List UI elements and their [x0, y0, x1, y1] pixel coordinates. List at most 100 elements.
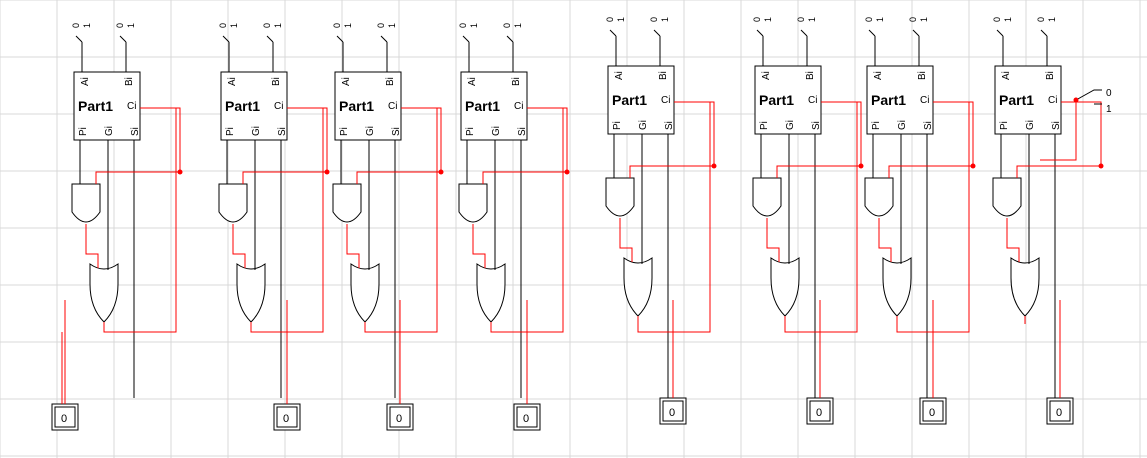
stage-3-pin-gi: Gi: [365, 126, 376, 136]
carry-chain-6: [784, 102, 858, 333]
stage-1-output-box-inner: [54, 406, 76, 428]
stage-2-and-gate: [218, 183, 248, 223]
stage-8-pin-ci: Ci: [1048, 95, 1057, 106]
stage-1-carry-bus: [95, 171, 180, 184]
stage-6-pin-pi: Pi: [759, 121, 770, 130]
carry-in-wire: [1040, 100, 1077, 161]
switch-lever: [756, 29, 764, 37]
switch-lever: [380, 35, 388, 43]
stage-4-and-gate: [458, 183, 488, 223]
stage-3-ci-wire: [401, 107, 442, 172]
stage-4-pin-pi: Pi: [465, 127, 476, 136]
stage-1-part-label: Part1: [78, 98, 113, 114]
stage-5-pin-ai: Ai: [614, 71, 625, 80]
switch-label-0: 0: [908, 17, 918, 22]
switch-lever: [266, 35, 274, 43]
switch-label-1: 1: [229, 23, 239, 28]
stage-7-part1-block: [866, 65, 934, 135]
stage-6-pin-si: Si: [811, 121, 822, 130]
stage-7-and-gate: [864, 177, 894, 217]
stage-7-pin-ai: Ai: [873, 71, 884, 80]
switch-label-1: 1: [875, 17, 885, 22]
switch-label-0: 0: [218, 23, 228, 28]
stage-5-pin-pi: Pi: [612, 121, 623, 130]
stage-8-and-gate: [992, 177, 1022, 217]
stage-7-part-label: Part1: [871, 92, 906, 108]
stage-3-output-box-inner: [389, 406, 411, 428]
switch-label-1: 1: [616, 17, 626, 22]
stage-8-pin-si: Si: [1051, 121, 1062, 130]
switch-label-0: 0: [605, 17, 615, 22]
stage-6-part-label: Part1: [759, 92, 794, 108]
stage-1-pin-bi: Bi: [124, 77, 135, 86]
switch-label-1: 1: [763, 17, 773, 22]
stage-5-or-gate: [623, 257, 653, 317]
switch-label-0: 0: [332, 23, 342, 28]
stage-2-part1-block: [220, 71, 288, 141]
stage-6-and-gate: [752, 177, 782, 217]
stage-7-pin-ci: Ci: [920, 95, 929, 106]
switch-label-0: 0: [458, 23, 468, 28]
switch-label-0: 0: [796, 17, 806, 22]
switch-label-1: 1: [126, 23, 136, 28]
stage-2-pin-ai: Ai: [227, 77, 238, 86]
stage-2-pin-si: Si: [277, 127, 288, 136]
stage-3-pin-si: Si: [391, 127, 402, 136]
carry-chain-3: [364, 108, 438, 333]
stage-7-pin-bi: Bi: [917, 71, 928, 80]
stage-5-and-gate: [605, 177, 635, 217]
switch-label-1: 1: [513, 23, 523, 28]
switch-label-0: 0: [649, 17, 659, 22]
stage-4-pin-ci: Ci: [514, 101, 523, 112]
switch-label-1: 1: [1003, 17, 1013, 22]
stage-5-pin-bi: Bi: [658, 71, 669, 80]
stage-5-pin-gi: Gi: [638, 120, 649, 130]
stage-7-and-or-wire: [878, 218, 892, 262]
stage-1-pin-gi: Gi: [104, 126, 115, 136]
stage-4-output-box-inner: [516, 406, 538, 428]
stage-4-pin-bi: Bi: [511, 77, 522, 86]
stage-8-carry-bus: [1016, 165, 1101, 178]
stage-8-pin-ai: Ai: [1001, 71, 1012, 80]
stage-7-pin-gi: Gi: [897, 120, 908, 130]
stage-8-and-or-wire: [1006, 218, 1020, 262]
stage-8-pin-pi: Pi: [999, 121, 1010, 130]
switch-lever: [868, 29, 876, 37]
stage-5-part-label: Part1: [612, 92, 647, 108]
carry-switch-lever: [1075, 89, 1102, 101]
stage-3-part-label: Part1: [339, 98, 374, 114]
switch-label-0: 0: [992, 17, 1002, 22]
stage-2-pin-ci: Ci: [274, 101, 283, 112]
stage-7-ci-wire: [933, 101, 974, 166]
stage-4-output-value: 0: [523, 413, 529, 425]
switch-lever: [506, 35, 514, 43]
switch-lever: [222, 35, 230, 43]
stage-6-pin-bi: Bi: [805, 71, 816, 80]
stage-2-carry-bus: [242, 171, 327, 184]
stage-5-part1-block: [607, 65, 675, 135]
switch-lever: [336, 35, 344, 43]
stage-1-ci-wire: [140, 107, 181, 172]
stage-6-or-gate: [770, 257, 800, 317]
stage-1-pin-si: Si: [130, 127, 141, 136]
stage-4-pin-si: Si: [517, 127, 528, 136]
stage-1-and-or-wire: [85, 224, 99, 268]
stage-8-output-box-inner: [1049, 400, 1071, 422]
stage-8-output-value: 0: [1056, 407, 1062, 419]
switch-label-1: 1: [660, 17, 670, 22]
stage-2-or-gate: [236, 263, 266, 323]
switch-lever: [653, 29, 661, 37]
stage-6-and-or-wire: [766, 218, 780, 262]
switch-label-0: 0: [71, 23, 81, 28]
stage-8-part-label: Part1: [999, 92, 1034, 108]
stage-1-part1-block: [73, 71, 141, 141]
switch-lever: [609, 29, 617, 37]
switch-label-1: 1: [919, 17, 929, 22]
stage-3-pin-bi: Bi: [385, 77, 396, 86]
switch-label-0: 0: [502, 23, 512, 28]
stage-6-output-box-inner: [809, 400, 831, 422]
carry-switch-label-1: 1: [1106, 104, 1112, 115]
switch-label-0: 0: [262, 23, 272, 28]
